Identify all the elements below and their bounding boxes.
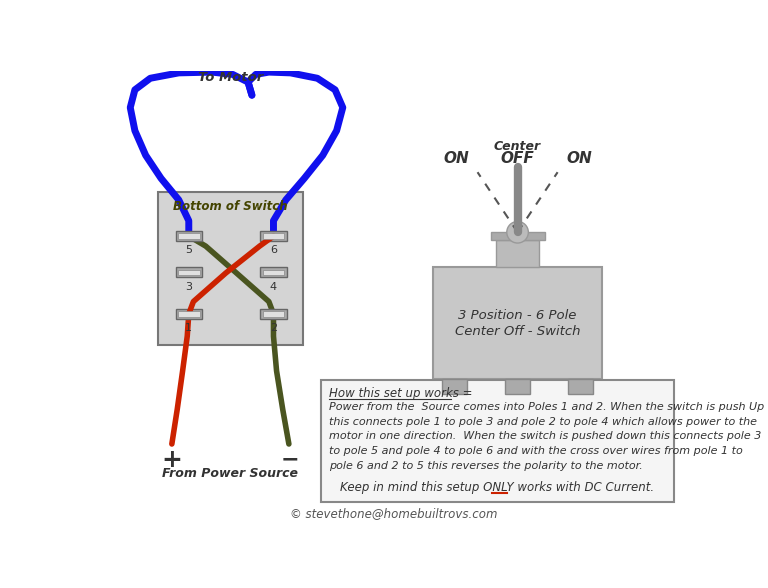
Bar: [260, 268, 286, 278]
Text: Center: Center: [494, 140, 541, 153]
Text: to pole 5 and pole 4 to pole 6 and with the cross over wires from pole 1 to: to pole 5 and pole 4 to pole 6 and with …: [329, 446, 743, 456]
Text: Bottom of Switch: Bottom of Switch: [173, 199, 288, 213]
Bar: [263, 233, 284, 239]
Bar: [321, 380, 674, 502]
Text: 6: 6: [270, 245, 277, 255]
Text: ON: ON: [566, 151, 592, 166]
Bar: [178, 311, 200, 316]
Bar: [260, 231, 286, 241]
Circle shape: [507, 222, 528, 243]
Bar: [178, 270, 200, 275]
Text: 5: 5: [185, 245, 192, 255]
Text: 3: 3: [185, 282, 192, 292]
Text: To Motor: To Motor: [197, 71, 263, 83]
Text: OFF: OFF: [501, 151, 535, 166]
Bar: [176, 309, 202, 319]
Bar: [176, 231, 202, 241]
Bar: [260, 309, 286, 319]
Text: motor in one direction.  When the switch is pushed down this connects pole 3: motor in one direction. When the switch …: [329, 432, 761, 442]
Text: Center Off - Switch: Center Off - Switch: [455, 326, 581, 339]
Bar: [442, 379, 467, 394]
Text: this connects pole 1 to pole 3 and pole 2 to pole 4 which allows power to the: this connects pole 1 to pole 3 and pole …: [329, 417, 757, 427]
Bar: [263, 270, 284, 275]
Text: Power from the  Source comes into Poles 1 and 2. When the switch is push Up: Power from the Source comes into Poles 1…: [329, 402, 764, 412]
Bar: [158, 192, 303, 345]
Text: −: −: [281, 449, 300, 469]
Bar: [505, 379, 530, 394]
Bar: [491, 232, 545, 240]
Bar: [178, 233, 200, 239]
Text: How this set up works =: How this set up works =: [329, 387, 472, 400]
Text: From Power Source: From Power Source: [162, 467, 298, 480]
Text: +: +: [161, 448, 182, 472]
Text: 1: 1: [185, 323, 192, 333]
Text: 2: 2: [270, 323, 277, 333]
Text: ON: ON: [443, 151, 468, 166]
Text: Keep in mind this setup ONLY works with DC Current.: Keep in mind this setup ONLY works with …: [340, 482, 654, 495]
Bar: [433, 267, 602, 379]
Text: 4: 4: [270, 282, 277, 292]
Text: pole 6 and 2 to 5 this reverses the polarity to the motor.: pole 6 and 2 to 5 this reverses the pola…: [329, 460, 643, 470]
Bar: [568, 379, 593, 394]
Bar: [176, 268, 202, 278]
Text: © stevethone@homebuiltrovs.com: © stevethone@homebuiltrovs.com: [290, 507, 498, 520]
Bar: [263, 311, 284, 316]
Bar: [496, 240, 538, 267]
Text: 3 Position - 6 Pole: 3 Position - 6 Pole: [458, 309, 577, 322]
